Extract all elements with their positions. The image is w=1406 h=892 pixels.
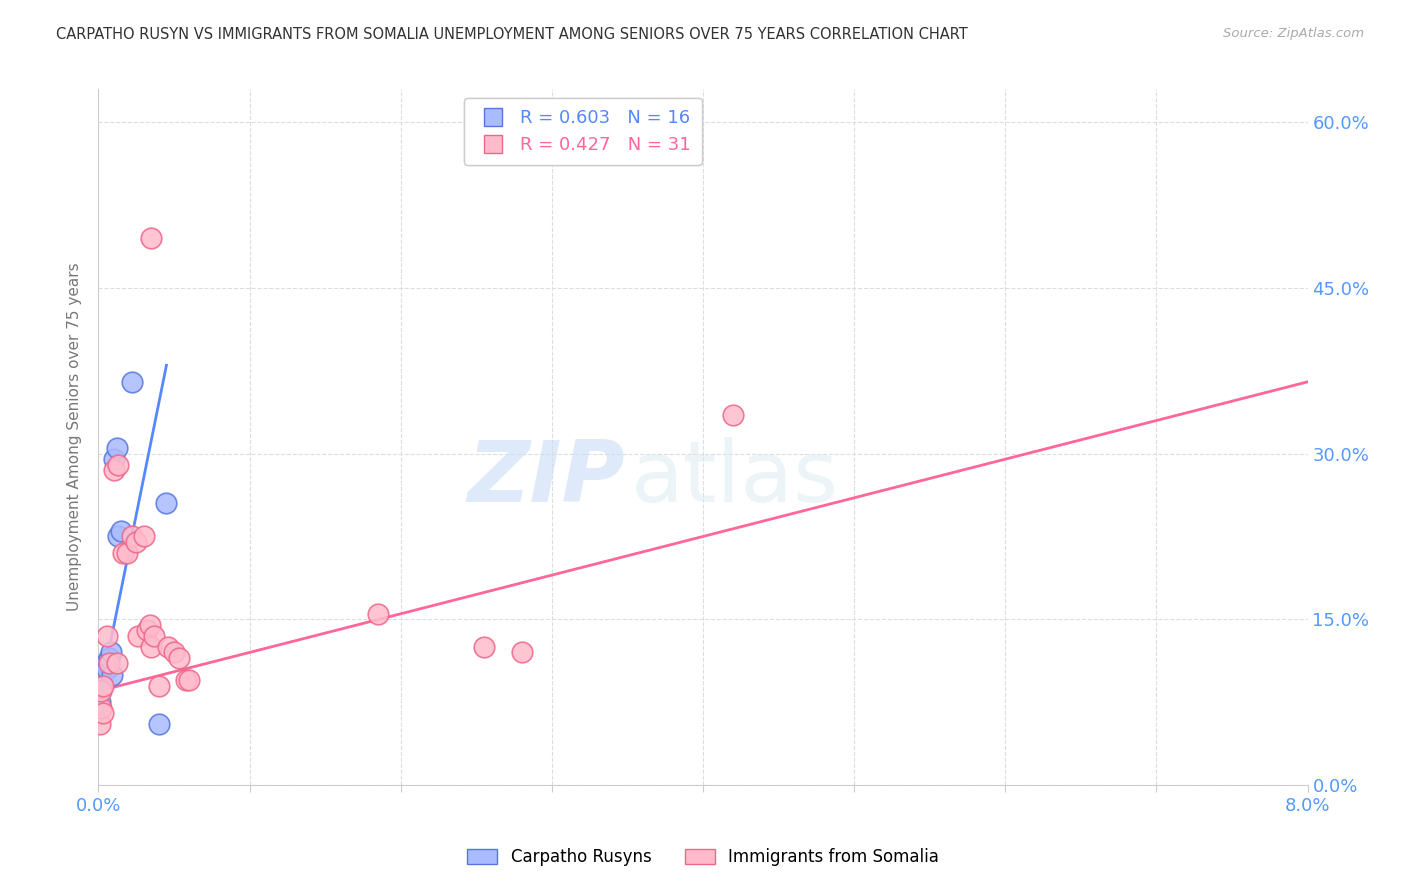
Point <box>174 673 197 687</box>
Point <box>125 535 148 549</box>
Point <box>98 657 121 671</box>
Point <box>179 673 201 687</box>
Point <box>115 546 138 560</box>
Text: CARPATHO RUSYN VS IMMIGRANTS FROM SOMALIA UNEMPLOYMENT AMONG SENIORS OVER 75 YEA: CARPATHO RUSYN VS IMMIGRANTS FROM SOMALI… <box>56 27 967 42</box>
Point <box>472 640 495 654</box>
Point <box>90 673 112 687</box>
Point <box>510 645 533 659</box>
Point <box>723 408 745 422</box>
Point <box>156 640 179 654</box>
Point <box>89 717 111 731</box>
Point <box>105 441 128 455</box>
Point <box>89 684 111 698</box>
Point <box>89 695 111 709</box>
Point <box>107 458 129 472</box>
Point <box>132 529 155 543</box>
Point <box>141 640 163 654</box>
Point <box>100 645 122 659</box>
Point <box>103 463 125 477</box>
Point <box>110 524 132 538</box>
Point <box>139 617 162 632</box>
Point <box>103 452 125 467</box>
Point <box>111 546 134 560</box>
Point <box>96 662 118 676</box>
Point <box>121 375 143 389</box>
Point <box>105 657 128 671</box>
Point <box>148 679 170 693</box>
Point <box>143 629 166 643</box>
Point <box>148 717 170 731</box>
Y-axis label: Unemployment Among Seniors over 75 years: Unemployment Among Seniors over 75 years <box>67 263 83 611</box>
Point <box>135 624 157 638</box>
Point <box>90 667 112 681</box>
Point <box>90 700 112 714</box>
Point <box>98 651 121 665</box>
Point <box>94 657 117 671</box>
Legend: R = 0.603   N = 16, R = 0.427   N = 31: R = 0.603 N = 16, R = 0.427 N = 31 <box>464 98 702 165</box>
Point <box>107 529 129 543</box>
Point <box>367 607 389 621</box>
Point <box>91 679 114 693</box>
Point <box>167 651 190 665</box>
Text: atlas: atlas <box>630 437 838 520</box>
Text: Source: ZipAtlas.com: Source: ZipAtlas.com <box>1223 27 1364 40</box>
Legend: Carpatho Rusyns, Immigrants from Somalia: Carpatho Rusyns, Immigrants from Somalia <box>458 840 948 875</box>
Point <box>90 684 112 698</box>
Point <box>141 231 163 245</box>
Point <box>101 667 124 681</box>
Point <box>121 529 143 543</box>
Text: ZIP: ZIP <box>467 437 624 520</box>
Point <box>91 706 114 721</box>
Point <box>163 645 186 659</box>
Point <box>127 629 149 643</box>
Point <box>155 496 177 510</box>
Point <box>96 629 118 643</box>
